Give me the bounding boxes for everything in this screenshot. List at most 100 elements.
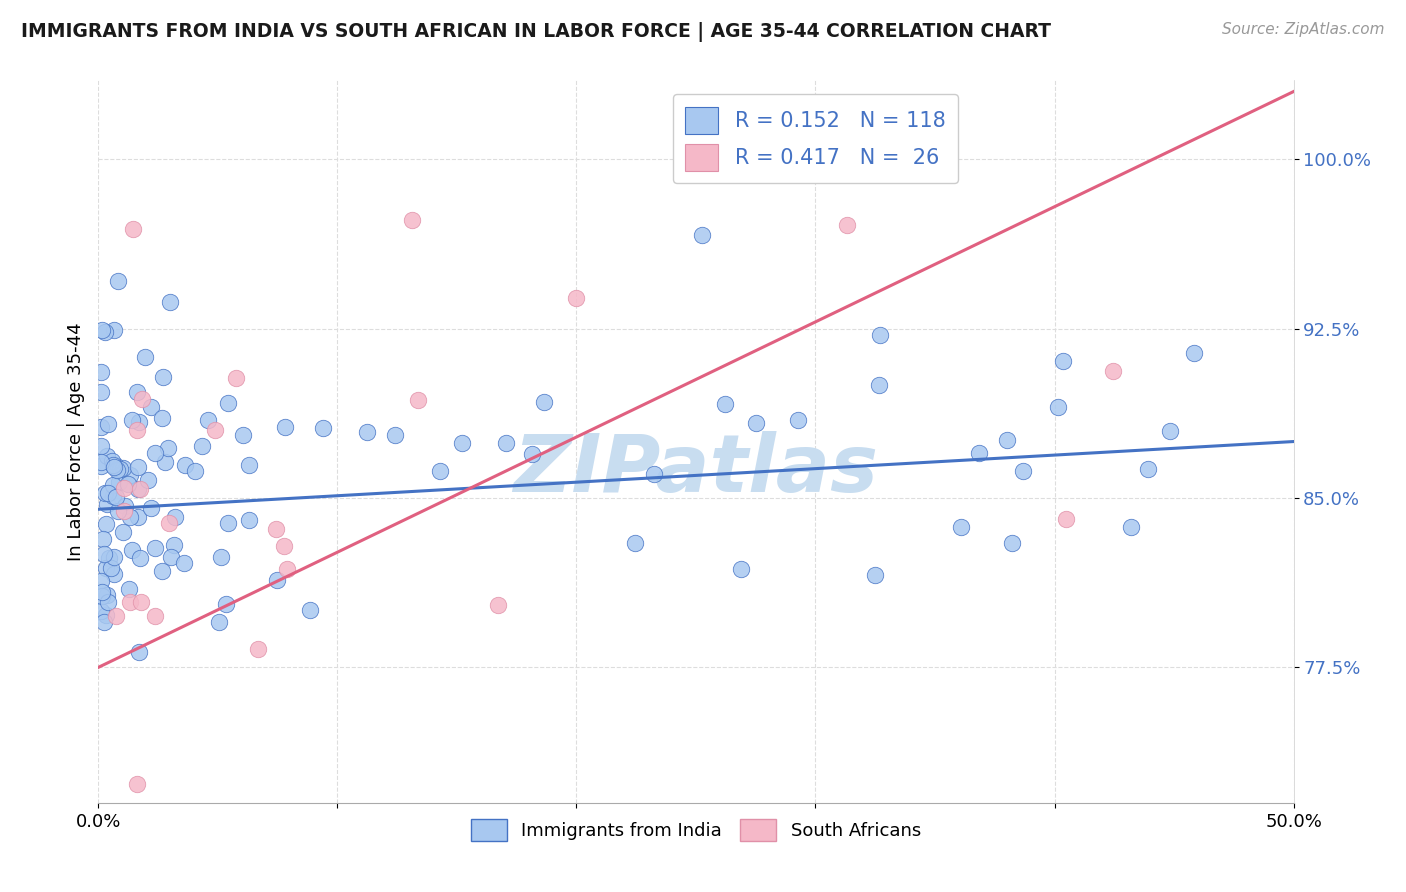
Point [266,573,288,587]
Point [127,482,149,496]
Point [967,446,990,460]
Point [1047,400,1070,414]
Point [131,392,153,407]
Point [111,461,134,475]
Point [127,509,149,524]
Point [90,385,112,400]
Point [128,645,150,659]
Point [107,475,129,489]
Point [190,439,212,453]
Point [157,516,180,530]
Point [533,395,555,409]
Point [91,532,114,546]
Point [121,413,143,427]
Point [141,501,163,516]
Point [406,393,429,408]
Point [112,504,135,518]
Point [107,274,129,288]
Point [90,455,112,469]
Point [835,218,858,232]
Point [209,550,232,565]
Point [104,490,127,504]
Point [90,365,112,379]
Point [90,584,112,599]
Point [950,520,973,534]
Point [786,413,808,427]
Point [299,603,322,617]
Point [96,588,118,602]
Point [112,525,135,540]
Point [246,641,269,656]
Point [159,295,181,310]
Point [93,548,115,562]
Point [690,227,713,242]
Point [225,370,247,384]
Point [103,459,125,474]
Point [232,428,254,442]
Point [1159,424,1181,438]
Point [107,504,129,518]
Point [97,486,120,500]
Point [125,385,148,400]
Point [565,291,588,305]
Point [1101,364,1123,378]
Point [107,463,129,477]
Point [869,327,891,342]
Point [141,400,163,414]
Point [94,516,117,531]
Point [217,516,239,531]
Point [152,370,174,384]
Point [143,446,166,460]
Point [97,551,120,566]
Point [215,597,238,611]
Point [356,425,378,439]
Point [129,551,152,566]
Point [1054,512,1077,526]
Point [401,213,423,227]
Point [693,141,716,155]
Point [94,485,117,500]
Point [90,323,112,337]
Point [486,599,509,613]
Point [714,397,737,411]
Point [90,604,112,618]
Point [120,595,142,609]
Point [163,538,186,552]
Point [103,549,125,564]
Point [94,607,117,622]
Point [276,562,298,576]
Point [184,464,207,478]
Point [117,476,139,491]
Point [150,411,173,425]
Point [429,465,451,479]
Text: IMMIGRANTS FROM INDIA VS SOUTH AFRICAN IN LABOR FORCE | AGE 35-44 CORRELATION CH: IMMIGRANTS FROM INDIA VS SOUTH AFRICAN I… [21,22,1052,42]
Point [136,473,159,487]
Point [143,609,166,624]
Legend: Immigrants from India, South Africans: Immigrants from India, South Africans [464,812,928,848]
Point [134,351,156,365]
Point [96,560,118,574]
Point [103,567,125,582]
Point [1012,464,1035,478]
Point [121,222,143,236]
Point [127,460,149,475]
Point [90,574,112,588]
Point [129,482,152,496]
Point [91,589,114,603]
Point [90,439,112,453]
Point [108,461,131,475]
Point [273,539,295,553]
Point [451,435,474,450]
Point [153,455,176,469]
Point [165,509,187,524]
Point [868,378,890,392]
Point [995,433,1018,447]
Point [204,423,226,437]
Point [94,326,117,340]
Point [1137,462,1160,476]
Point [384,427,406,442]
Point [103,323,125,337]
Point [643,467,665,481]
Point [274,420,297,434]
Point [143,541,166,555]
